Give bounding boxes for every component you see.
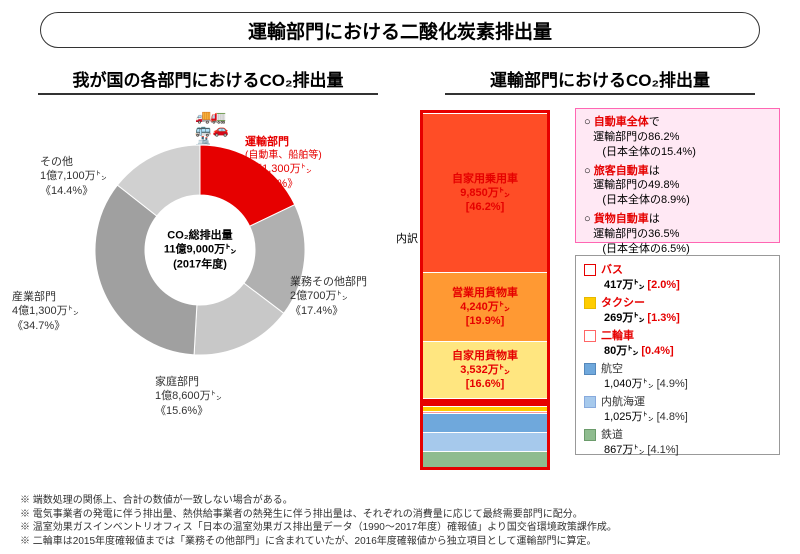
donut-slice-label: 家庭部門1億8,600万㌧《15.6%》 [155,375,275,418]
footnote-line: ※ 二輪車は2015年度確報値までは「業務その他部門」に含まれていたが、2016… [20,535,780,549]
section-title-right: 運輸部門におけるCO₂排出量 [445,66,755,95]
pink-note-item: ○ 貨物自動車は 運輸部門の36.5% (日本全体の6.5%) [584,212,773,257]
donut-slice-label: その他1億7,100万㌧《14.4%》 [40,155,140,198]
legend-value: 80万㌧ [0.4%] [604,343,773,360]
footnote-line: ※ 端数処理の関係上、合計の数値が一致しない場合がある。 [20,494,780,508]
legend-value: 1,040万㌧ [4.9%] [604,376,773,393]
legend-box: バス417万㌧ [2.0%]タクシー269万㌧ [1.3%]二輪車80万㌧ [0… [575,255,780,455]
stacked-bar: 自家用乗用車9,850万㌧[46.2%]営業用貨物車4,240万㌧[19.9%]… [420,110,550,470]
stack-segment [423,451,547,467]
donut-center-l1: CO₂総排出量 [164,229,236,243]
pink-note-item: ○ 旅客自動車は 運輸部門の49.8% (日本全体の8.9%) [584,164,773,209]
donut-center-l3: (2017年度) [164,257,236,271]
stack-segment: 自家用貨物車3,532万㌧[16.6%] [423,341,547,398]
footnote-line: ※ 温室効果ガスインベントリオフィス「日本の温室効果ガス排出量データ（1990～… [20,521,780,535]
legend-value: 417万㌧ [2.0%] [604,277,773,294]
footnote-line: ※ 電気事業者の発電に伴う排出量、熱供給事業者の熱発生に伴う排出量は、それぞれの… [20,508,780,522]
stack-segment [423,432,547,451]
stack-segment: 自家用乗用車9,850万㌧[46.2%] [423,113,547,272]
stack-segment [423,398,547,406]
donut-slice-label: 産業部門4億1,300万㌧《34.7%》 [12,290,102,333]
section-title-left: 我が国の各部門におけるCO₂排出量 [38,66,378,95]
stack-segment: 営業用貨物車4,240万㌧[19.9%] [423,272,547,341]
summary-pink-box: ○ 自動車全体で 運輸部門の86.2% (日本全体の15.4%)○ 旅客自動車は… [575,108,780,243]
legend-value: 867万㌧ [4.1%] [604,442,773,459]
donut-slice-label: 運輸部門(自動車、船舶等)2億1,300万㌧《17.9%》 [245,135,385,191]
uchiwake-label: 内訳 [396,230,418,246]
legend-value: 1,025万㌧ [4.8%] [604,409,773,426]
footnotes: ※ 端数処理の関係上、合計の数値が一致しない場合がある。※ 電気事業者の発電に伴… [20,494,780,548]
donut-center-l2: 11億9,000万㌧ [164,243,236,257]
donut-center-label: CO₂総排出量 11億9,000万㌧ (2017年度) [164,229,236,272]
stack-segment [423,413,547,432]
main-title: 運輸部門における二酸化炭素排出量 [40,12,760,48]
legend-value: 269万㌧ [1.3%] [604,310,773,327]
pink-note-item: ○ 自動車全体で 運輸部門の86.2% (日本全体の15.4%) [584,115,773,160]
donut-slice-label: 業務その他部門2億700万㌧《17.4%》 [290,275,400,318]
